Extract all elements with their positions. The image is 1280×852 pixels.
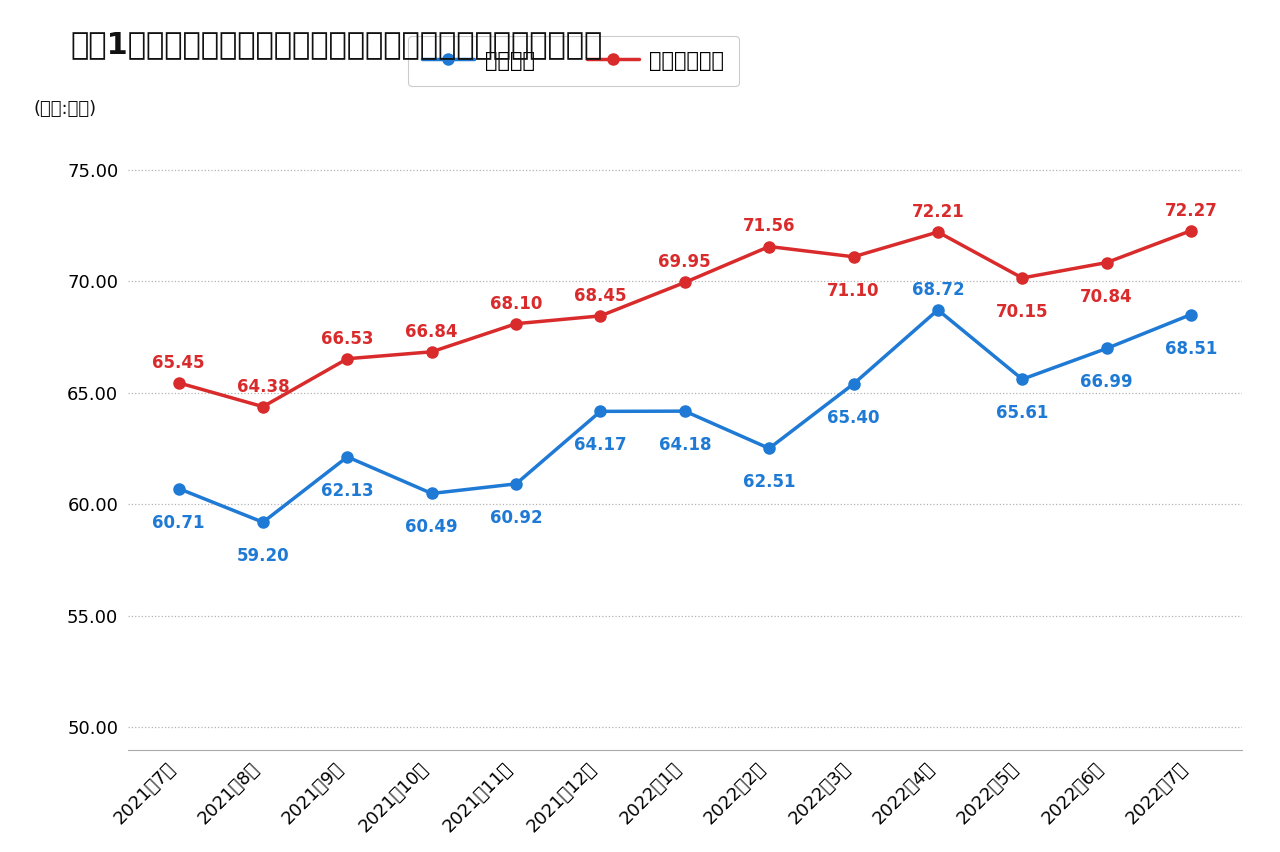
Text: 68.51: 68.51	[1165, 340, 1217, 358]
Text: 60.92: 60.92	[490, 509, 543, 527]
Text: 68.72: 68.72	[911, 281, 964, 299]
成約価格	[846, 379, 861, 389]
成約価格	[1183, 309, 1198, 320]
Text: 66.84: 66.84	[406, 323, 458, 341]
新規登録価格	[1183, 226, 1198, 236]
Text: 69.95: 69.95	[658, 253, 712, 271]
新規登録価格	[762, 241, 777, 251]
新規登録価格	[1015, 273, 1030, 283]
成約価格	[931, 305, 946, 315]
新規登録価格	[172, 377, 187, 388]
Text: 60.71: 60.71	[152, 514, 205, 532]
Text: 59.20: 59.20	[237, 547, 289, 565]
Text: (単位:万円): (単位:万円)	[33, 100, 96, 118]
新規登録価格	[593, 311, 608, 321]
Text: 64.38: 64.38	[237, 377, 289, 395]
成約価格	[508, 479, 524, 489]
Text: 71.56: 71.56	[742, 217, 795, 235]
成約価格	[172, 483, 187, 493]
Line: 成約価格: 成約価格	[173, 304, 1197, 527]
Text: 65.45: 65.45	[152, 354, 205, 371]
Text: 68.10: 68.10	[490, 295, 543, 313]
Text: 71.10: 71.10	[827, 282, 879, 300]
成約価格	[424, 488, 439, 498]
成約価格	[762, 443, 777, 453]
新規登録価格	[339, 354, 355, 364]
Text: 60.49: 60.49	[406, 519, 458, 537]
Text: 70.15: 70.15	[996, 303, 1048, 321]
新規登録価格	[931, 227, 946, 237]
Text: 66.99: 66.99	[1080, 373, 1133, 391]
Text: 68.45: 68.45	[575, 287, 627, 305]
Text: 図表1　首都圏中古マンションの新規登録価格と成約価格の推移: 図表1 首都圏中古マンションの新規登録価格と成約価格の推移	[70, 30, 603, 59]
Text: 64.17: 64.17	[575, 436, 627, 454]
Text: 72.21: 72.21	[911, 203, 964, 221]
新規登録価格	[1100, 257, 1115, 268]
Text: 64.18: 64.18	[658, 436, 712, 454]
新規登録価格	[677, 277, 692, 287]
成約価格	[1100, 343, 1115, 354]
新規登録価格	[424, 347, 439, 357]
Legend: 成約価格, 新規登録価格: 成約価格, 新規登録価格	[408, 37, 739, 86]
Text: 62.51: 62.51	[742, 474, 795, 492]
Text: 70.84: 70.84	[1080, 288, 1133, 306]
成約価格	[593, 406, 608, 417]
新規登録価格	[508, 319, 524, 329]
成約価格	[677, 406, 692, 417]
Text: 65.61: 65.61	[996, 404, 1048, 423]
成約価格	[1015, 374, 1030, 384]
Text: 66.53: 66.53	[321, 330, 374, 348]
Text: 65.40: 65.40	[827, 409, 879, 427]
新規登録価格	[255, 401, 270, 412]
成約価格	[339, 452, 355, 462]
Line: 新規登録価格: 新規登録価格	[173, 225, 1197, 412]
Text: 62.13: 62.13	[321, 482, 374, 500]
成約価格	[255, 517, 270, 527]
新規登録価格	[846, 251, 861, 262]
Text: 72.27: 72.27	[1165, 202, 1217, 220]
